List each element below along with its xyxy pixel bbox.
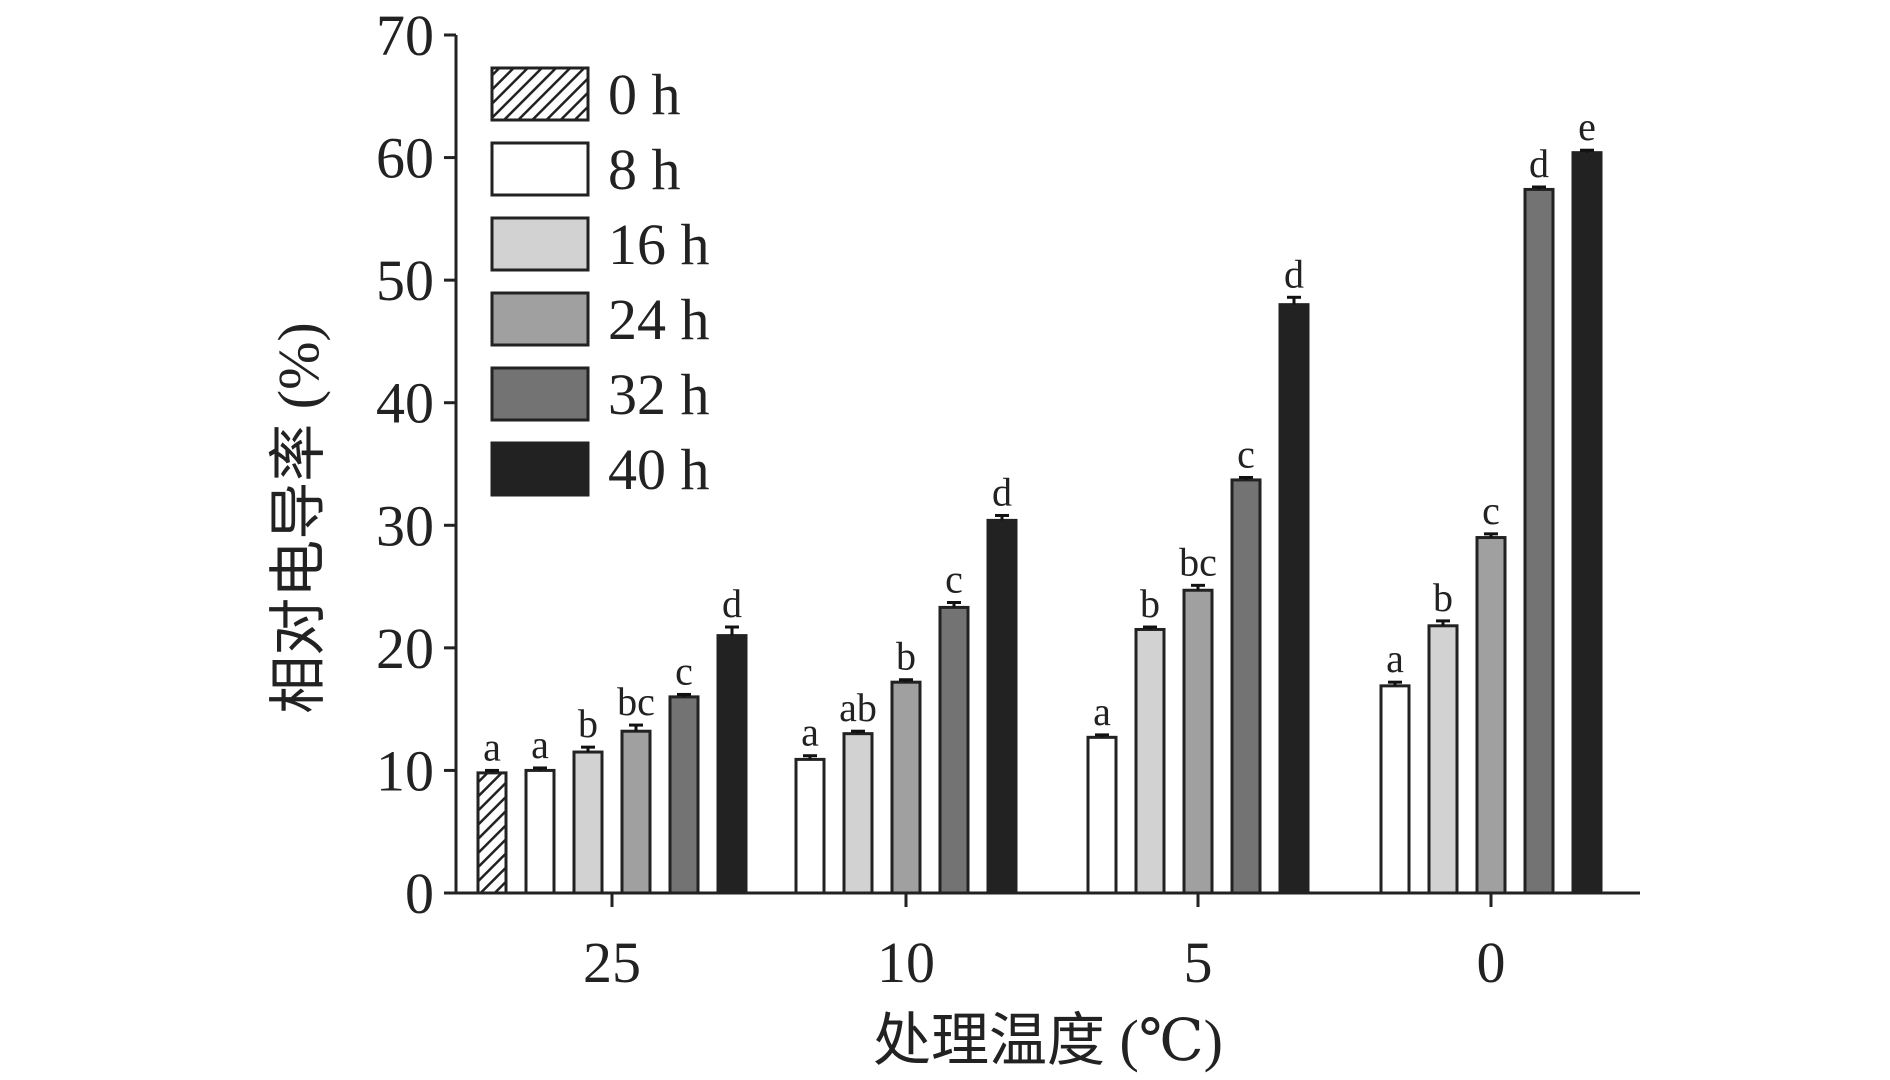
legend-label: 40 h: [608, 437, 710, 502]
y-tick-label: 40: [376, 371, 434, 436]
bars: [476, 151, 1603, 895]
error-bars: [485, 148, 1594, 773]
legend-label: 24 h: [608, 287, 710, 352]
significance-label: c: [675, 648, 693, 693]
significance-label: e: [1578, 104, 1596, 149]
bar-8h-5: [1086, 735, 1118, 895]
significance-label: b: [1140, 581, 1160, 626]
bar-24h-10: [890, 680, 922, 895]
significance-label: a: [531, 722, 549, 767]
significance-label: d: [992, 469, 1012, 514]
x-axis-title: 处理温度 (℃): [873, 1008, 1223, 1073]
legend-swatch-32h: [490, 366, 590, 422]
x-tick-label: 0: [1477, 930, 1506, 995]
significance-label: c: [1482, 488, 1500, 533]
bar-16h-10: [842, 732, 874, 895]
bar-24h-25: [620, 729, 652, 895]
significance-label: b: [896, 634, 916, 679]
x-tick-label: 5: [1184, 930, 1213, 995]
bar-0h-25: [476, 771, 508, 895]
significance-label: a: [1386, 636, 1404, 681]
legend-swatch-40h: [490, 441, 590, 497]
legend-swatch-16h: [490, 216, 590, 272]
significance-label: c: [1237, 431, 1255, 476]
y-axis-title: 相对电导率 (%): [266, 322, 331, 713]
legend-swatch-24h: [490, 291, 590, 347]
y-ticks: 0 10 20 30 40 50 60 70: [376, 3, 456, 926]
significance-label: bc: [1179, 539, 1217, 584]
y-tick-label: 0: [405, 861, 434, 926]
bar-24h-0: [1475, 536, 1507, 895]
bar-32h-5: [1230, 478, 1262, 895]
legend-label: 32 h: [608, 362, 710, 427]
significance-label: bc: [617, 679, 655, 724]
significance-label: b: [578, 701, 598, 746]
significance-label: a: [1093, 689, 1111, 734]
x-tick-label: 10: [877, 930, 935, 995]
bar-40h-10: [986, 518, 1018, 895]
significance-label: ab: [839, 685, 877, 730]
significance-label: b: [1433, 575, 1453, 620]
bar-8h-25: [524, 768, 556, 895]
bar-16h-5: [1134, 627, 1166, 895]
bar-32h-25: [668, 695, 700, 895]
y-tick-label: 70: [376, 3, 434, 68]
bar-8h-0: [1379, 684, 1411, 895]
y-tick-label: 20: [376, 616, 434, 681]
bar-24h-5: [1182, 588, 1214, 895]
legend-label: 8 h: [608, 137, 681, 202]
significance-label: d: [1529, 141, 1549, 186]
y-tick-label: 50: [376, 248, 434, 313]
legend: 0 h 8 h 16 h 24 h 32 h 40 h: [490, 62, 710, 502]
significance-label: c: [945, 557, 963, 602]
bar-40h-0: [1571, 151, 1603, 895]
bar-40h-25: [716, 634, 748, 895]
legend-label: 16 h: [608, 212, 710, 277]
x-ticks: 25 10 5 0: [583, 893, 1506, 995]
bar-16h-0: [1427, 624, 1459, 895]
bar-8h-10: [794, 757, 826, 895]
bar-40h-5: [1278, 303, 1310, 895]
bar-32h-0: [1523, 187, 1555, 895]
significance-label: d: [1284, 251, 1304, 296]
legend-swatch-0h: [490, 66, 590, 122]
legend-label: 0 h: [608, 62, 681, 127]
significance-label: a: [801, 710, 819, 755]
bar-32h-10: [938, 605, 970, 895]
bar-16h-25: [572, 750, 604, 895]
y-tick-label: 10: [376, 738, 434, 803]
legend-swatch-8h: [490, 141, 590, 197]
significance-label: a: [483, 724, 501, 769]
y-tick-label: 30: [376, 493, 434, 558]
x-tick-label: 25: [583, 930, 641, 995]
significance-label: d: [722, 581, 742, 626]
y-tick-label: 60: [376, 126, 434, 191]
